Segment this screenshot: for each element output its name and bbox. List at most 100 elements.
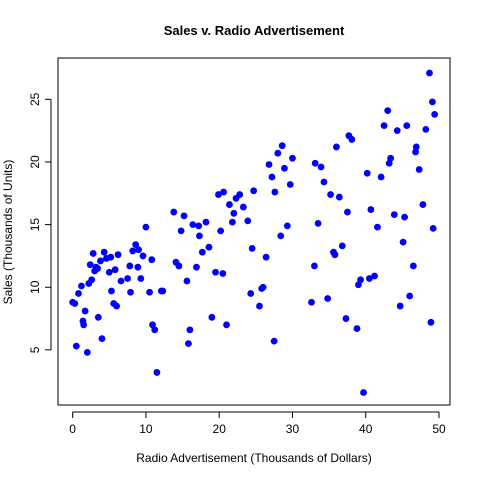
x-tick-label: 40 (359, 422, 373, 436)
data-point (105, 268, 113, 276)
data-point (415, 166, 423, 173)
data-point (419, 201, 427, 208)
data-point (311, 159, 319, 167)
data-point (195, 222, 203, 230)
data-point (338, 242, 346, 250)
y-tick-label: 20 (28, 155, 42, 169)
data-point (396, 302, 404, 310)
data-point (333, 143, 340, 151)
data-point (228, 218, 236, 226)
data-point (265, 161, 273, 168)
data-point (230, 209, 238, 217)
data-point (247, 290, 255, 297)
data-point (244, 217, 252, 225)
data-point (283, 222, 291, 230)
data-point (75, 290, 82, 297)
data-point (262, 253, 270, 261)
data-point (83, 348, 91, 356)
data-point (205, 243, 213, 251)
data-point (377, 173, 385, 181)
data-point (366, 275, 373, 282)
y-tick-label: 10 (28, 280, 42, 294)
data-point (401, 213, 408, 221)
data-point (177, 227, 185, 235)
data-point (353, 325, 361, 332)
data-point (371, 272, 378, 280)
data-point (429, 224, 437, 232)
data-point (185, 340, 192, 348)
data-point (94, 313, 102, 321)
data-point (113, 302, 121, 310)
data-point (98, 335, 106, 343)
data-point (202, 218, 210, 226)
data-point (412, 143, 420, 151)
data-point (393, 127, 401, 135)
data-point (426, 69, 433, 77)
data-point (256, 302, 263, 310)
y-axis-label: Sales (Thousands of Units) (1, 160, 15, 305)
data-point (215, 191, 222, 198)
data-point (360, 389, 367, 396)
data-point (331, 251, 339, 259)
data-point (317, 163, 325, 171)
data-point (189, 221, 197, 229)
data-point (135, 246, 142, 254)
data-point (223, 321, 230, 329)
data-point (236, 191, 244, 198)
data-point (137, 275, 145, 282)
data-point (180, 212, 188, 220)
data-point (220, 188, 227, 196)
data-point (89, 250, 97, 257)
data-point (108, 287, 115, 295)
data-point (94, 265, 101, 272)
data-point (78, 282, 85, 290)
data-point (367, 206, 375, 213)
data-point (314, 219, 322, 227)
data-point (107, 253, 115, 261)
data-point (258, 285, 266, 292)
data-point (100, 248, 108, 256)
data-point (268, 173, 276, 181)
chart-title: Sales v. Radio Advertisement (164, 23, 345, 38)
data-point (151, 326, 159, 334)
data-points (69, 69, 439, 396)
data-point (385, 159, 393, 167)
y-tick-label: 15 (28, 218, 42, 232)
data-point (327, 191, 334, 198)
data-point (208, 313, 216, 321)
data-point (311, 262, 318, 270)
data-point (114, 251, 122, 259)
data-point (422, 126, 430, 133)
data-point (374, 223, 381, 231)
data-point (427, 318, 435, 326)
data-point (72, 342, 80, 350)
data-point (134, 263, 142, 271)
data-point (226, 201, 233, 208)
data-point (196, 232, 203, 240)
x-axis: 0 10 20 30 40 50 (69, 411, 446, 436)
x-axis-label: Radio Advertisement (Thousands of Dollar… (136, 451, 371, 465)
data-point (86, 261, 94, 269)
data-point (193, 263, 200, 271)
data-point (277, 232, 285, 240)
data-point (384, 107, 392, 115)
data-point (111, 266, 119, 274)
data-point (79, 317, 87, 325)
data-point (153, 369, 161, 376)
data-point (126, 262, 134, 270)
data-point (170, 208, 178, 216)
data-point (363, 169, 371, 177)
x-tick-label: 0 (69, 422, 76, 436)
data-point (198, 248, 206, 256)
data-point (390, 211, 398, 218)
data-point (429, 98, 436, 106)
x-tick-label: 30 (286, 422, 300, 436)
data-point (380, 122, 388, 130)
data-point (146, 288, 153, 296)
y-tick-label: 25 (28, 92, 42, 106)
data-point (344, 208, 351, 216)
x-tick-label: 50 (432, 422, 446, 436)
data-point (212, 268, 219, 276)
data-point (412, 148, 419, 156)
